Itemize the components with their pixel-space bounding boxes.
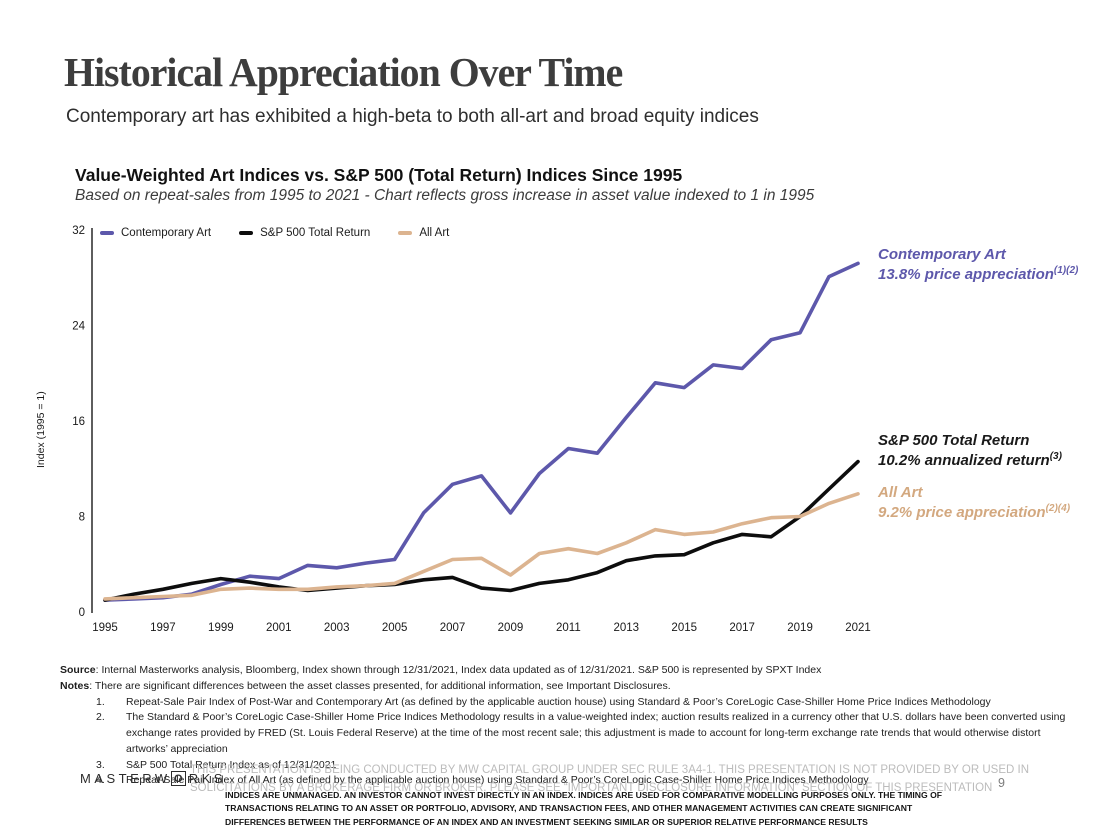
annotation-line2: 9.2% price appreciation(2)(4) [878,502,1071,521]
y-tick-label: 16 [72,416,85,428]
x-tick-label: 2009 [498,622,524,634]
footnote-item-2: 2. The Standard & Poor’s CoreLogic Case-… [96,711,1066,755]
annotation-all-art: All Art 9.2% price appreciation(2)(4) [878,484,1070,523]
annotation-line1: All Art [878,484,923,501]
footnotes: Source: Internal Masterworks analysis, B… [60,663,1070,789]
legend-item-sp500: S&P 500 Total Return [239,227,370,239]
x-tick-label: 2021 [845,622,871,634]
footnote-ref: (2)(4) [1045,502,1071,514]
legend-swatch-all-art [398,231,413,235]
x-tick-label: 2011 [556,622,581,634]
chart-subtitle: Based on repeat-sales from 1995 to 2021 … [75,187,815,204]
legend-item-contemporary-art: Contemporary Art [100,227,211,239]
annotation-line1: S&P 500 Total Return [878,432,1030,449]
y-tick-label: 0 [79,607,85,619]
footnote-ref: (3) [1049,450,1062,462]
legend-label: All Art [419,227,450,239]
notes-line: Notes: There are significant differences… [60,679,671,692]
x-tick-label: 1997 [150,622,176,634]
footnote-item-1: 1. Repeat-Sale Pair Index of Post-War an… [96,695,991,708]
annotation-contemporary-art: Contemporary Art 13.8% price appreciatio… [878,246,1078,285]
logo-boxed-o: O [170,771,186,786]
line-chart: 0 8 16 24 32 1995 1997 1999 2001 2003 2005 2007 2009… [35,225,871,634]
y-tick-label: 8 [79,512,85,524]
legend-swatch-contemporary-art [100,231,114,235]
footnote-item-3: 3. S&P 500 Total Return Index as of 12/3… [96,758,337,771]
annotation-line2: 10.2% annualized return(3) [878,450,1062,469]
legend-label: Contemporary Art [121,227,212,239]
masterworks-logo: MASTERW O RKS [80,771,226,786]
series-line-all-art [103,491,860,601]
x-tick-label: 2007 [440,622,466,634]
legend-swatch-sp500 [239,231,254,235]
source-line: Source: Internal Masterworks analysis, B… [60,664,822,676]
x-tick-label: 2003 [324,622,350,634]
chart-title: Value-Weighted Art Indices vs. S&P 500 (… [75,165,683,185]
x-tick-label: 1999 [208,622,234,634]
slide-title: Historical Appreciation Over Time [64,49,623,95]
x-tick-label: 1995 [92,622,118,634]
disclaimer-gray: THIS PRESENTATION IS BEING CONDUCTED BY … [190,764,1030,794]
chart-legend: Contemporary Art S&P 500 Total Return Al… [100,227,449,239]
y-tick-label: 32 [72,225,85,237]
x-tick-label: 2019 [787,622,813,634]
page-number: 9 [998,776,1005,790]
y-axis-title: Index (1995 = 1) [35,391,47,468]
series-line-s-p-500-total-return [103,459,860,602]
y-tick-label: 24 [72,321,85,333]
x-tick-label: 2015 [671,622,697,634]
x-tick-label: 2005 [382,622,408,634]
series-line-contemporary-art [103,261,860,602]
annotation-line1: Contemporary Art [878,246,1006,263]
x-tick-label: 2017 [729,622,755,634]
annotation-sp500: S&P 500 Total Return 10.2% annualized re… [878,432,1062,471]
slide-subtitle: Contemporary art has exhibited a high-be… [66,106,759,127]
x-tick-label: 2001 [266,622,292,634]
legend-label: S&P 500 Total Return [260,227,371,239]
disclaimer-bold: INDICES ARE UNMANAGED. AN INVESTOR CANNO… [225,790,942,825]
x-tick-label: 2013 [614,622,640,634]
legend-item-all-art: All Art [398,227,449,239]
footnote-item-4: 4. Repeat-Sale Pair Index of All Art (as… [96,774,869,787]
footnote-ref: (1)(2) [1053,264,1079,276]
annotation-line2: 13.8% price appreciation(1)(2) [878,264,1079,283]
